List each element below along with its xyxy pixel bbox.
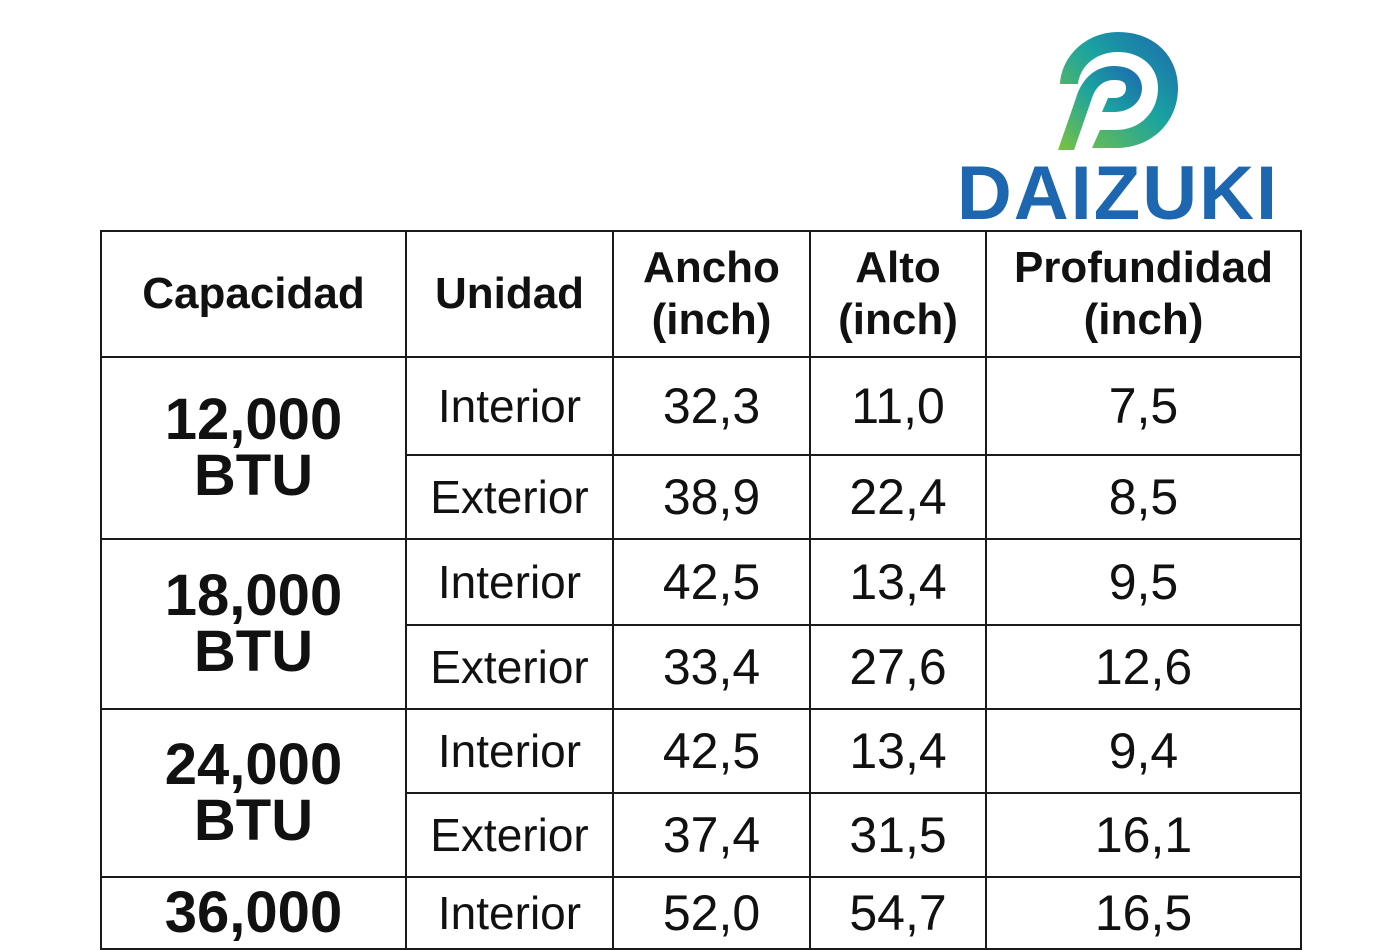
profundidad-cell: 12,6 (985, 624, 1302, 710)
unit-cell: Interior (405, 538, 614, 626)
ancho-cell: 37,4 (612, 792, 811, 878)
unit-cell: Interior (405, 708, 614, 794)
capacity-cell: 36,000 (100, 876, 407, 950)
header-alto-label: Alto (855, 243, 941, 292)
profundidad-cell: 8,5 (985, 454, 1302, 540)
capacity-unit: BTU (193, 443, 314, 508)
alto-cell: 22,4 (809, 454, 987, 540)
alto-cell: 27,6 (809, 624, 987, 710)
header-capacidad: Capacidad (100, 230, 407, 358)
header-ancho-label: Ancho (643, 243, 780, 292)
table-row: 12,000 BTU Interior 32,3 11,0 7,5 (100, 356, 1302, 540)
unit-cell: Interior (405, 876, 614, 950)
unit-cell: Exterior (405, 624, 614, 710)
brand-name: DAIZUKI (956, 151, 1280, 236)
capacity-cell: 18,000 BTU (100, 538, 407, 710)
alto-cell: 13,4 (809, 538, 987, 626)
unit-cell: Interior (405, 356, 614, 456)
header-profundidad: Profundidad (inch) (985, 230, 1302, 358)
capacity-cell: 24,000 BTU (100, 708, 407, 878)
header-profundidad-unit: (inch) (1083, 295, 1204, 344)
header-unidad: Unidad (405, 230, 614, 358)
unit-cell: Exterior (405, 792, 614, 878)
alto-cell: 11,0 (809, 356, 987, 456)
table-row: 24,000 BTU Interior 42,5 13,4 9,4 (100, 708, 1302, 878)
unit-cell: Exterior (405, 454, 614, 540)
table-row: 18,000 BTU Interior 42,5 13,4 9,5 (100, 538, 1302, 710)
ancho-cell: 42,5 (612, 538, 811, 626)
header-ancho: Ancho (inch) (612, 230, 811, 358)
ancho-cell: 33,4 (612, 624, 811, 710)
daizuki-logo-mark-icon (1058, 32, 1178, 150)
profundidad-cell: 9,5 (985, 538, 1302, 626)
header-capacidad-label: Capacidad (142, 269, 365, 318)
header-alto: Alto (inch) (809, 230, 987, 358)
ancho-cell: 52,0 (612, 876, 811, 950)
capacity-unit: BTU (193, 788, 314, 853)
header-unidad-label: Unidad (434, 269, 585, 318)
header-profundidad-label: Profundidad (1013, 243, 1274, 292)
table-row: Exterior 38,9 22,4 8,5 (101, 454, 1302, 540)
capacity-value: 24,000 (164, 732, 343, 797)
capacity-value: 18,000 (164, 563, 343, 628)
header-ancho-unit: (inch) (651, 295, 772, 344)
capacity-unit: BTU (193, 619, 314, 684)
table-row: 36,000 Interior 52,0 54,7 16,5 (100, 876, 1302, 950)
ancho-cell: 38,9 (612, 454, 811, 540)
capacity-cell: 12,000 BTU (100, 356, 407, 540)
header-alto-unit: (inch) (838, 295, 958, 344)
alto-cell: 13,4 (809, 708, 987, 794)
profundidad-cell: 9,4 (985, 708, 1302, 794)
profundidad-cell: 16,1 (985, 792, 1302, 878)
daizuki-logo: DAIZUKI (940, 24, 1300, 234)
table-row: Exterior 33,4 27,6 12,6 (101, 624, 1302, 710)
ancho-cell: 42,5 (612, 708, 811, 794)
specs-table: Capacidad Unidad Ancho (inch) Alto (inch… (100, 230, 1302, 950)
profundidad-cell: 16,5 (985, 876, 1302, 950)
capacity-value: 36,000 (164, 880, 343, 945)
alto-cell: 31,5 (809, 792, 987, 878)
table-row: Exterior 37,4 31,5 16,1 (101, 792, 1302, 878)
ancho-cell: 32,3 (612, 356, 811, 456)
alto-cell: 54,7 (809, 876, 987, 950)
table-header-row: Capacidad Unidad Ancho (inch) Alto (inch… (100, 230, 1302, 358)
profundidad-cell: 7,5 (985, 356, 1302, 456)
capacity-value: 12,000 (164, 387, 343, 452)
